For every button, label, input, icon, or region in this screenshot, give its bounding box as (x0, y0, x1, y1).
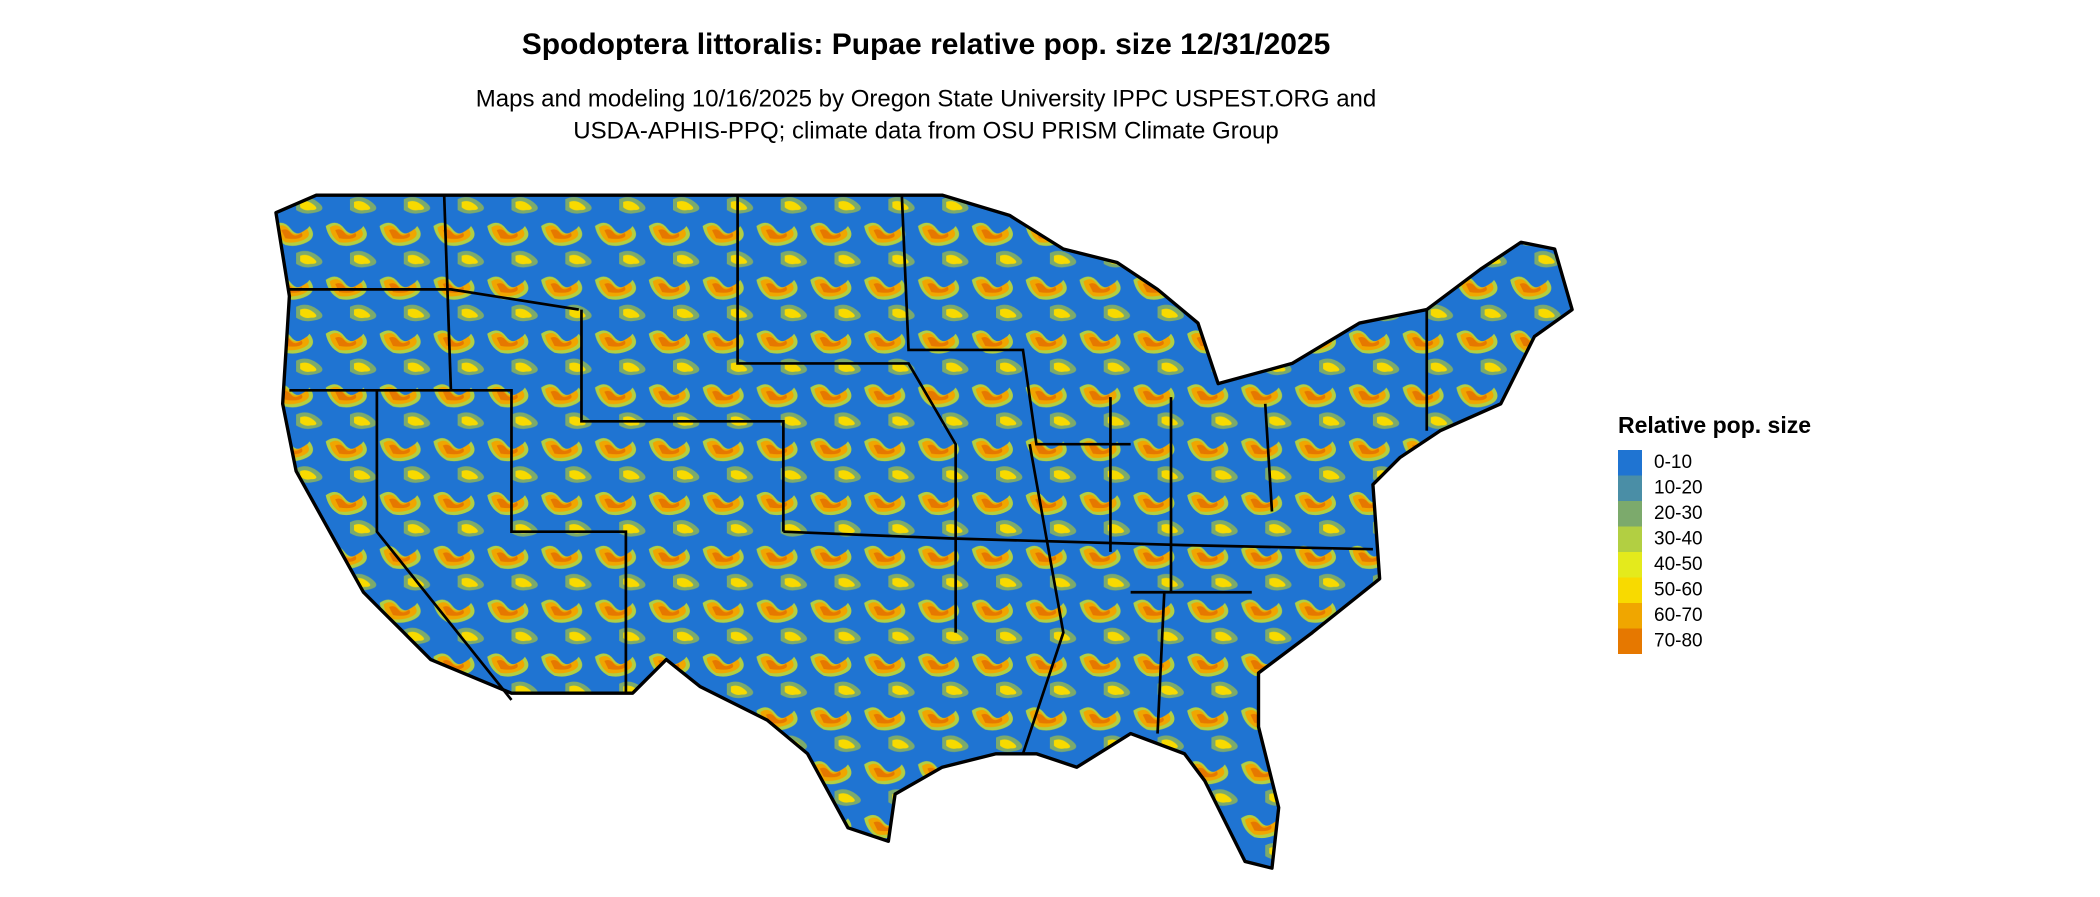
legend-swatch (1618, 628, 1642, 654)
legend-swatch (1618, 475, 1642, 501)
legend: 0-10 10-20 20-30 30-40 40-50 50-60 60-70 70-80 (1618, 450, 1703, 654)
state-borders (289, 195, 1429, 755)
title: Spodoptera littoralis: Pupae relative po… (522, 28, 1331, 61)
us-outline (274, 193, 1574, 870)
legend-label: 30-40 (1654, 529, 1703, 550)
legend-swatch (1618, 577, 1642, 603)
legend-label: 10-20 (1654, 478, 1703, 499)
legend-swatch (1618, 501, 1642, 527)
legend-label: 40-50 (1654, 554, 1703, 575)
legend-swatch (1618, 603, 1642, 629)
legend-label: 60-70 (1654, 605, 1703, 626)
legend-label: 70-80 (1654, 631, 1703, 652)
legend-title: Relative pop. size (1618, 412, 1811, 438)
us-map (274, 193, 1574, 870)
subtitle: Maps and modeling 10/16/2025 by Oregon S… (476, 85, 1376, 112)
legend-swatch (1618, 552, 1642, 578)
legend-swatch (1618, 526, 1642, 552)
subtitle: USDA-APHIS-PPQ; climate data from OSU PR… (573, 117, 1279, 144)
legend-swatch (1618, 450, 1642, 476)
legend-label: 0-10 (1654, 452, 1692, 473)
legend-label: 20-30 (1654, 503, 1703, 524)
legend-label: 50-60 (1654, 580, 1703, 601)
